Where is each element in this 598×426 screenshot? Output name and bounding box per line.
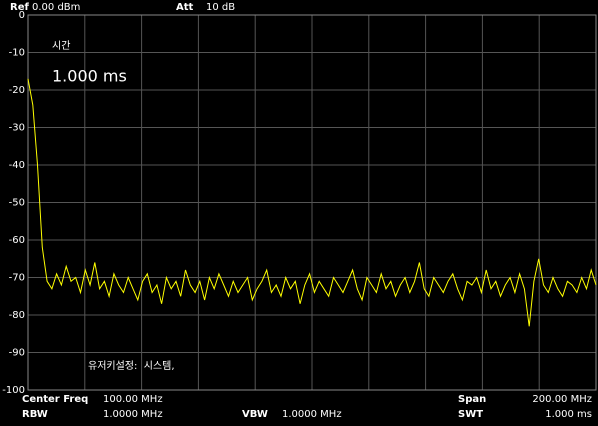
swt-value: 1.000 ms <box>545 409 592 420</box>
y-tick-label: -70 <box>9 273 25 284</box>
ref-label: Ref <box>10 2 29 13</box>
y-tick-label: -60 <box>9 235 25 246</box>
rbw-label: RBW <box>22 409 48 420</box>
y-tick-label: -20 <box>9 85 25 96</box>
y-tick-label: 0 <box>19 10 25 21</box>
y-tick-label: -90 <box>9 348 25 359</box>
vbw-value: 1.0000 MHz <box>282 409 342 420</box>
y-tick-label: -30 <box>9 123 25 134</box>
time-value: 1.000 ms <box>52 67 127 86</box>
att-label: Att <box>176 2 194 13</box>
y-tick-label: -100 <box>2 385 25 396</box>
plot-frame <box>27 14 597 391</box>
user-key: 유저키설정: 시스템, <box>88 360 175 372</box>
span-label: Span <box>458 394 486 405</box>
span-value: 200.00 MHz <box>532 394 592 405</box>
rbw-value: 1.0000 MHz <box>103 409 163 420</box>
y-tick-label: -10 <box>9 48 25 59</box>
y-tick-label: -50 <box>9 198 25 209</box>
center-value: 100.00 MHz <box>103 394 163 405</box>
time-label: 시간 <box>52 40 70 52</box>
vbw-label: VBW <box>242 409 268 420</box>
y-tick-label: -40 <box>9 160 25 171</box>
trace <box>27 78 597 327</box>
ref-value: 0.00 dBm <box>32 2 80 13</box>
swt-label: SWT <box>458 409 483 420</box>
att-value: 10 dB <box>206 2 235 13</box>
center-label: Center Freq <box>22 394 88 405</box>
y-tick-label: -80 <box>9 310 25 321</box>
